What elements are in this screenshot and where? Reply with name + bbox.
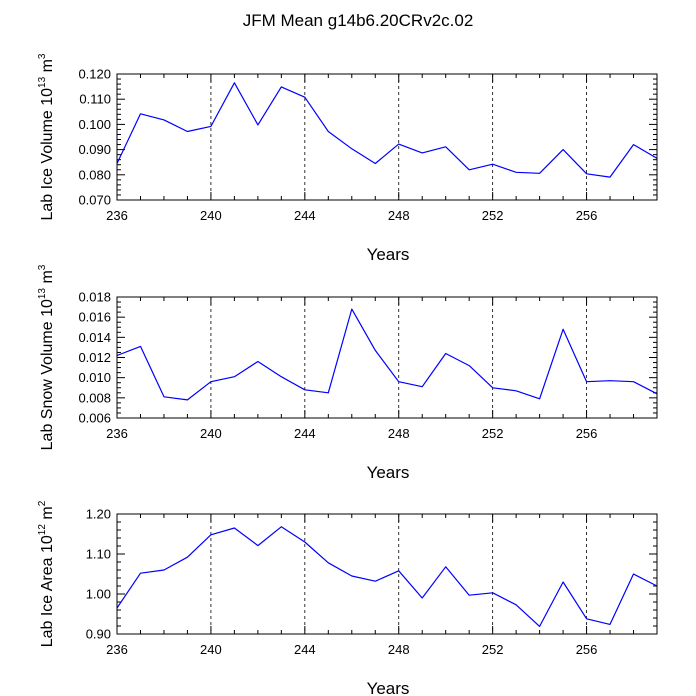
x-tick-label: 252 — [482, 426, 504, 441]
data-line — [116, 308, 658, 401]
y-tick-label: 0.014 — [78, 330, 111, 345]
panel-3: 0.90 1.00 1.10 1.20 236 240 244 248 252 256 Years L… — [37, 500, 658, 696]
y-tick-label: 0.018 — [78, 290, 111, 305]
x-tick-label: 244 — [294, 426, 316, 441]
x-tick-label: 244 — [294, 208, 316, 223]
y-axis-label-unit: m — [39, 506, 56, 524]
y-tick-label: 0.90 — [86, 627, 111, 642]
data-line — [116, 82, 658, 178]
x-tick-label: 256 — [576, 426, 598, 441]
y-tick-label: 0.008 — [78, 390, 111, 405]
x-tick-label: 236 — [106, 426, 128, 441]
y-tick-label: 0.070 — [78, 193, 111, 208]
x-axis-label: Years — [367, 679, 410, 696]
y-axis-label-exp: 13 — [37, 288, 48, 300]
y-tick-label: 1.10 — [86, 547, 111, 562]
y-tick-label: 0.080 — [78, 167, 111, 182]
x-tick-label: 252 — [482, 208, 504, 223]
x-tick-label: 256 — [576, 642, 598, 657]
y-axis-label: Lab Snow Volume 1013 m3 — [37, 264, 56, 450]
y-axis-label-exp: 12 — [37, 524, 48, 536]
y-tick-label: 0.010 — [78, 370, 111, 385]
plot-frame — [116, 296, 658, 419]
y-tick-label: 1.20 — [86, 507, 111, 522]
x-tick-label: 236 — [106, 642, 128, 657]
x-tick-label: 248 — [388, 426, 410, 441]
y-axis-label-unit: m — [39, 270, 56, 288]
x-tick-label: 240 — [200, 642, 222, 657]
y-tick-label: 0.090 — [78, 142, 111, 157]
y-axis-label-main: Lab Ice Volume 10 — [39, 88, 56, 221]
panel-2: 0.006 0.008 0.010 0.012 0.014 0.016 0.018 236 24… — [37, 264, 658, 482]
x-axis-label: Years — [367, 463, 410, 482]
y-tick-label: 0.120 — [78, 67, 111, 82]
x-axis-label: Years — [367, 245, 410, 264]
y-axis-label-unit-exp: 3 — [37, 264, 48, 270]
x-tick-label: 252 — [482, 642, 504, 657]
y-axis-label-main: Lab Ice Area 10 — [39, 535, 56, 647]
x-tick-label: 240 — [200, 426, 222, 441]
panel-1: 0.070 0.080 0.090 0.100 0.110 0.120 236 240 244 2… — [37, 53, 658, 264]
x-tick-label: 248 — [388, 642, 410, 657]
y-tick-label: 0.100 — [78, 117, 111, 132]
y-tick-label: 0.016 — [78, 310, 111, 325]
x-tick-label: 256 — [576, 208, 598, 223]
y-tick-label: 0.012 — [78, 350, 111, 365]
y-axis-label: Lab Ice Area 1012 m2 — [37, 500, 56, 647]
x-tick-label: 240 — [200, 208, 222, 223]
y-axis-label: Lab Ice Volume 1013 m3 — [37, 53, 56, 220]
y-axis-label-unit-exp: 3 — [37, 53, 48, 59]
y-axis-label-unit: m — [39, 59, 56, 77]
y-tick-label: 1.00 — [86, 587, 111, 602]
y-tick-label: 0.006 — [78, 411, 111, 426]
x-tick-label: 244 — [294, 642, 316, 657]
y-axis-label-main: Lab Snow Volume 10 — [39, 299, 56, 450]
data-line — [116, 526, 658, 628]
x-tick-label: 248 — [388, 208, 410, 223]
y-axis-label-exp: 13 — [37, 76, 48, 88]
plot-frame — [116, 73, 658, 201]
chart-title: JFM Mean g14b6.20CRv2c.02 — [243, 11, 474, 30]
plot-frame — [116, 513, 658, 635]
x-tick-label: 236 — [106, 208, 128, 223]
y-tick-label: 0.110 — [79, 92, 111, 107]
y-axis-label-unit-exp: 2 — [37, 500, 48, 506]
